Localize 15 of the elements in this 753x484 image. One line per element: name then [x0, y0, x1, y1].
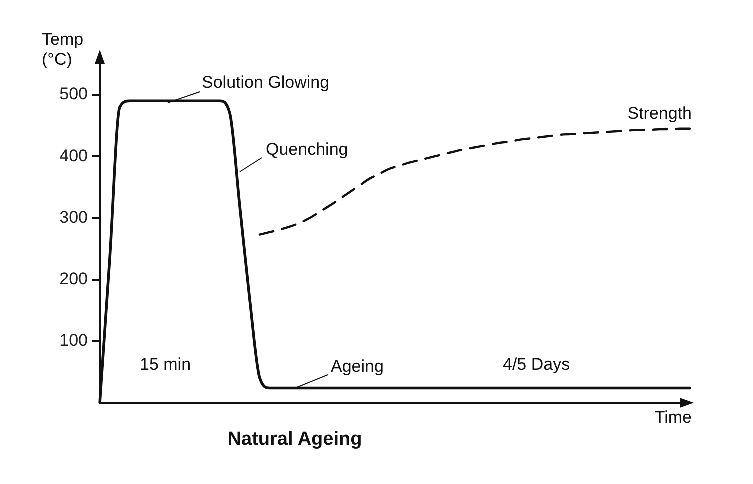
- x-axis-title: Time: [654, 408, 692, 427]
- annotation: 15 min: [140, 355, 192, 374]
- line-series: [258, 128, 692, 236]
- text: Natural Ageing: [228, 429, 362, 450]
- y-tick-label: 300: [60, 208, 88, 227]
- annotation: 4/5 Days: [503, 355, 570, 374]
- annotation: Solution Glowing: [202, 73, 330, 92]
- y-tick-label: 100: [60, 331, 88, 350]
- y-axis-title: Temp (°C): [42, 30, 84, 69]
- y-tick-label: 200: [60, 269, 88, 288]
- series-label: Strength: [628, 104, 692, 123]
- y-tick-label: 400: [60, 146, 88, 166]
- annotation: Ageing: [331, 357, 384, 376]
- y-tick-label: 500: [60, 84, 88, 104]
- annotation: Quenching: [266, 140, 348, 159]
